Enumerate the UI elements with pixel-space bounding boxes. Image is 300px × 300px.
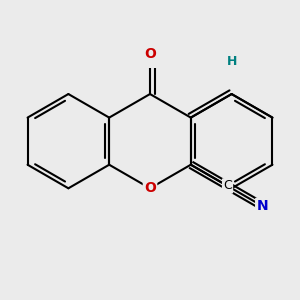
Text: N: N — [256, 199, 268, 213]
Text: O: O — [144, 181, 156, 195]
Text: C: C — [223, 179, 232, 192]
Text: H: H — [226, 55, 237, 68]
Text: O: O — [144, 47, 156, 61]
